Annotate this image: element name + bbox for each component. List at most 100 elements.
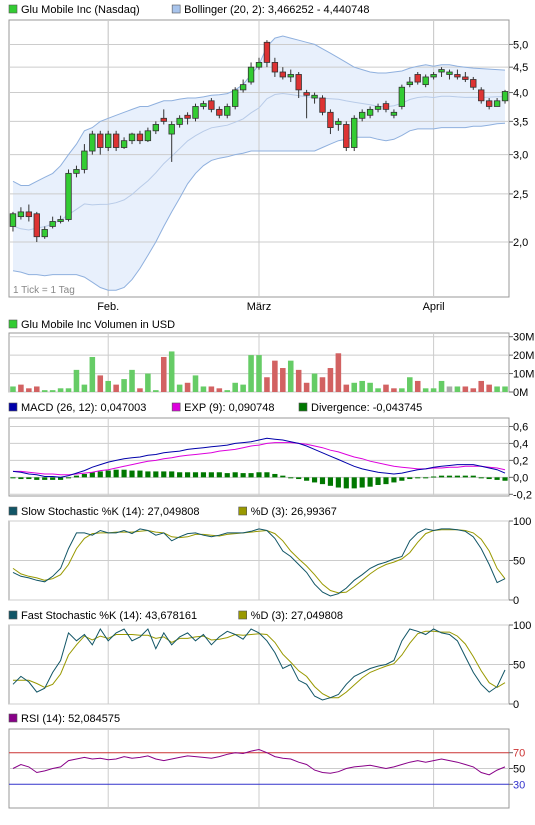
candle-body xyxy=(160,117,167,122)
divergence-bar xyxy=(375,477,381,485)
candle-body xyxy=(271,62,279,73)
candle-body xyxy=(136,133,144,142)
volume-bar xyxy=(383,384,389,392)
volume-bar xyxy=(430,388,437,392)
candle-body xyxy=(224,106,231,116)
candle-body xyxy=(232,89,239,107)
y-tick-label: 0,2 xyxy=(513,455,528,467)
volume-bar xyxy=(89,356,96,392)
volume-bar xyxy=(34,386,40,392)
candle-body xyxy=(216,108,223,116)
divergence-bar xyxy=(415,477,421,479)
volume-bar xyxy=(303,382,310,392)
candle-body xyxy=(311,94,318,99)
volume-bar xyxy=(407,377,413,392)
legend-label: Bollinger (20, 2): 3,466252 - 4,440748 xyxy=(184,4,369,16)
divergence-bar xyxy=(18,477,24,480)
candle-body xyxy=(295,74,302,91)
legend-label: Glu Mobile Inc Volumen in USD xyxy=(21,319,175,331)
legend-label: %D (3): 27,049808 xyxy=(251,610,343,622)
volume-bar xyxy=(137,388,143,392)
candle-body xyxy=(319,97,326,113)
legend-swatch xyxy=(171,402,181,412)
divergence-bar xyxy=(327,477,334,486)
divergence-bar xyxy=(137,470,143,478)
legend-swatch xyxy=(298,402,308,412)
divergence-bar xyxy=(248,473,254,478)
divergence-bar xyxy=(478,477,484,479)
divergence-bar xyxy=(319,477,326,485)
legend-label: EXP (9): 0,090748 xyxy=(184,402,274,414)
volume-bar xyxy=(343,384,350,392)
y-tick-label: 50 xyxy=(513,764,525,776)
slow-stochastic-panel: 0 50 100 Slow Stochastic %K (14): 27,049808… xyxy=(8,506,531,607)
candle-body xyxy=(255,62,263,68)
volume-bar xyxy=(216,388,223,392)
divergence-bar xyxy=(34,477,40,480)
candle-body xyxy=(493,100,501,107)
divergence-bar xyxy=(113,469,119,478)
volume-bar xyxy=(478,380,484,392)
legend-swatch xyxy=(238,610,247,620)
volume-bar xyxy=(367,382,373,392)
fast-stochastic-panel: 0 50 100 Fast Stochastic %K (14): 43,678161… xyxy=(8,610,531,711)
volume-bar xyxy=(319,377,326,392)
divergence-bar xyxy=(65,477,72,479)
y-tick-label: 100 xyxy=(513,620,531,632)
divergence-bar xyxy=(470,475,476,478)
candle-body xyxy=(152,124,160,132)
divergence-bar xyxy=(129,470,135,478)
candle-body xyxy=(462,76,469,80)
candle-body xyxy=(112,133,120,148)
volume-bar xyxy=(153,390,159,392)
candle-body xyxy=(454,74,461,78)
price-panel: 2,0 2,5 3,0 3,5 4,0 4,5 5,0 Glu Mobile Inc (Nas… xyxy=(8,4,528,313)
divergence-bar xyxy=(272,473,278,478)
volume-bar xyxy=(399,388,405,392)
divergence-bar xyxy=(462,475,468,478)
volume-bar xyxy=(176,384,183,392)
volume-bar xyxy=(208,386,215,392)
candle-body xyxy=(65,172,72,220)
y-tick-label: 0M xyxy=(513,387,528,399)
volume-bar xyxy=(391,388,397,392)
candle-body xyxy=(247,66,255,83)
volume-bar xyxy=(65,388,72,392)
divergence-bar xyxy=(89,472,95,478)
divergence-bar xyxy=(446,475,453,478)
volume-bar xyxy=(18,384,24,392)
volume-bar xyxy=(256,355,262,392)
volume-bar xyxy=(502,386,508,392)
y-tick-label: 0 xyxy=(513,595,519,607)
volume-bar xyxy=(446,386,453,392)
volume-bar xyxy=(168,351,175,392)
y-tick-label: 5,0 xyxy=(513,39,528,51)
divergence-bar xyxy=(42,477,48,480)
y-tick-label: 100 xyxy=(513,516,531,528)
divergence-bar xyxy=(200,472,207,478)
x-tick-label: April xyxy=(423,301,445,313)
volume-bar xyxy=(49,390,56,392)
candle-body xyxy=(192,106,199,119)
candle-body xyxy=(501,91,509,102)
y-tick-label: 70 xyxy=(513,748,525,760)
candle-body xyxy=(73,169,80,174)
divergence-bar xyxy=(438,475,445,478)
candle-body xyxy=(168,124,175,135)
y-tick-label: -0,2 xyxy=(513,489,532,501)
divergence-bar xyxy=(304,477,310,481)
y-tick-label: 10M xyxy=(513,369,534,381)
legend-label: Divergence: -0,043745 xyxy=(311,402,422,414)
volume-bar xyxy=(113,384,119,392)
candle-body xyxy=(414,74,421,83)
divergence-bar xyxy=(256,472,262,478)
legend-swatch xyxy=(8,402,18,412)
divergence-bar xyxy=(105,470,111,478)
x-tick-label: Feb. xyxy=(97,301,119,313)
volume-bar xyxy=(462,386,469,392)
bollinger-middle-line xyxy=(12,92,506,231)
volume-bar xyxy=(248,355,254,392)
volume-bar xyxy=(232,382,238,392)
divergence-bar xyxy=(192,472,199,478)
